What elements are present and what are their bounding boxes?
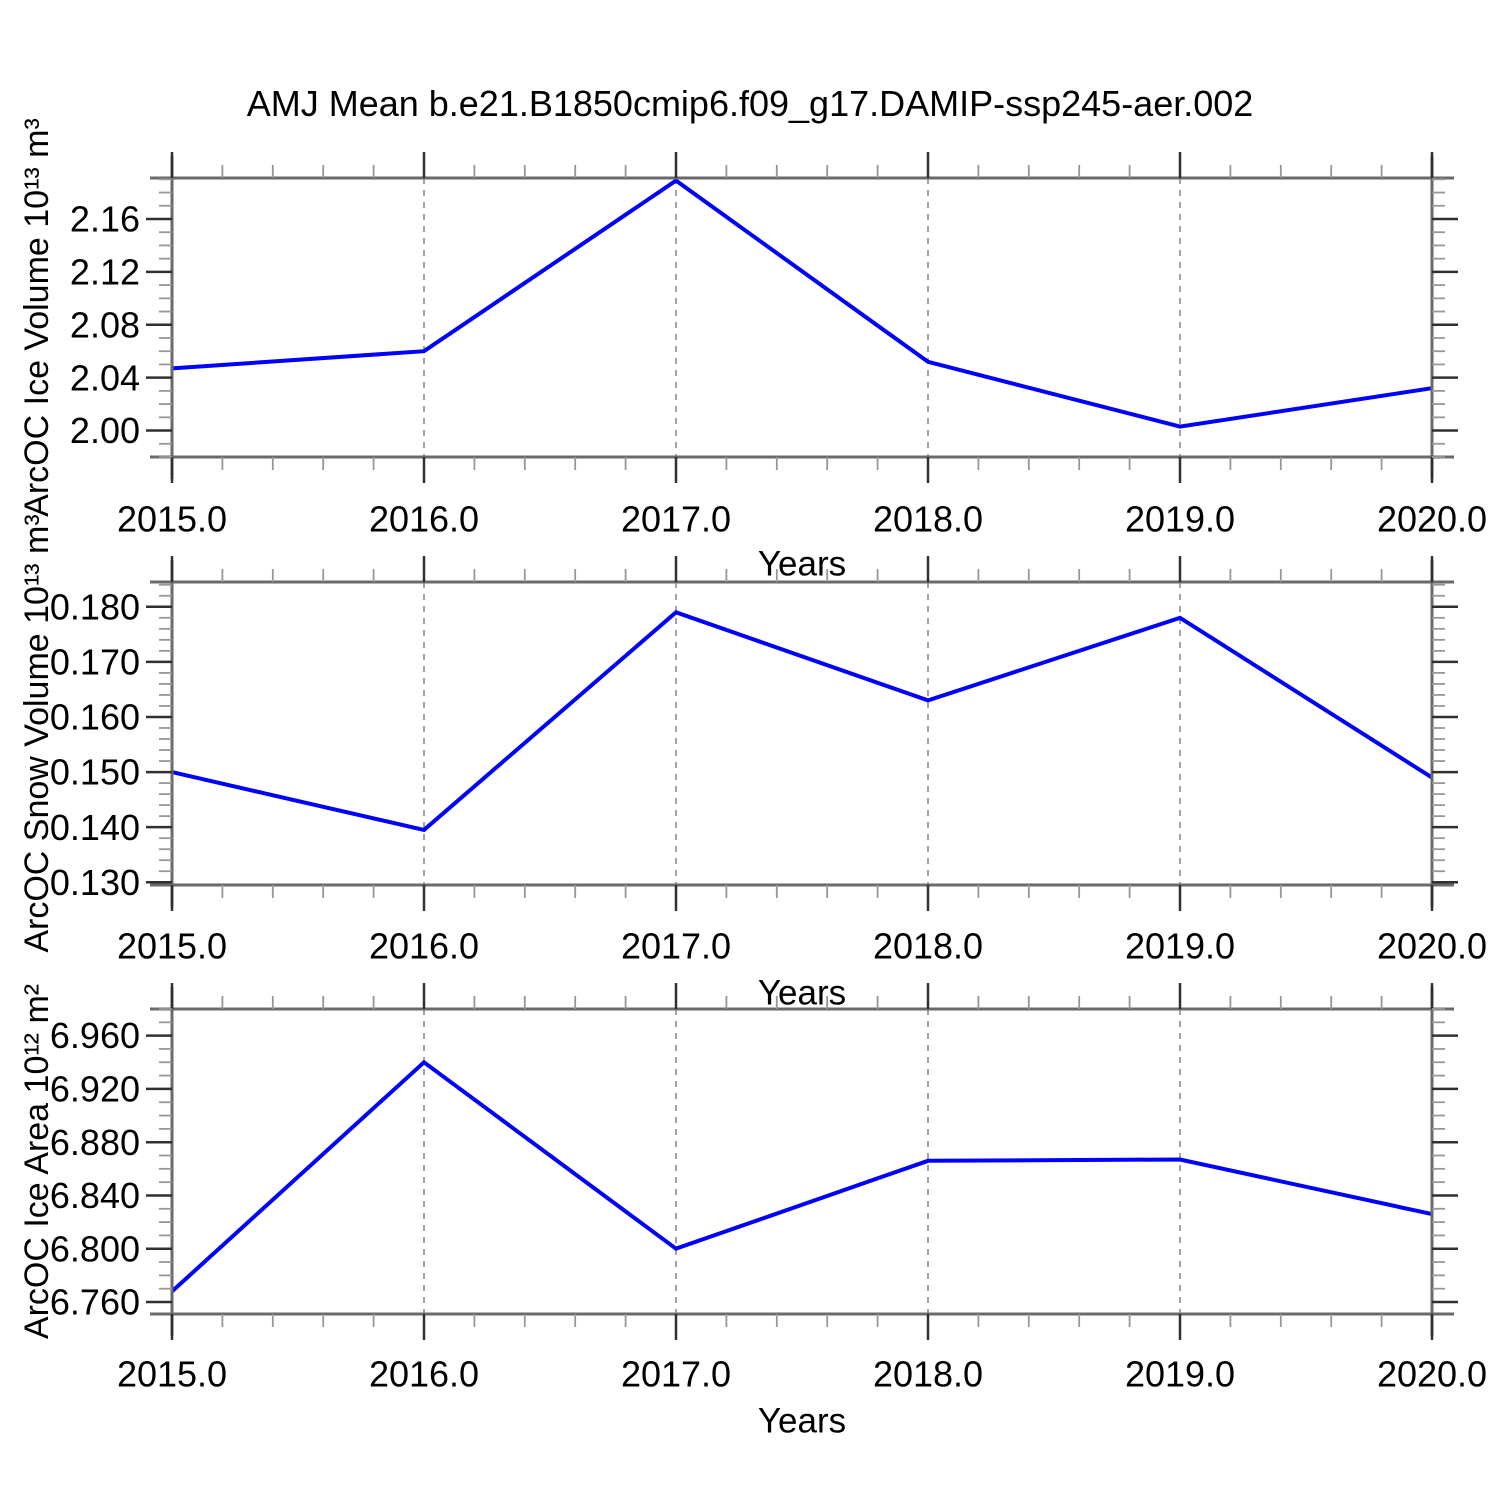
y-tick-label: 6.880 [50,1122,140,1163]
y-axis-title: ArcOC Ice Area 10¹² m² [18,984,56,1339]
x-tick-label: 2016.0 [369,1354,479,1395]
x-tick-label: 2019.0 [1125,1354,1235,1395]
y-tick-label: 2.12 [70,251,140,292]
data-line [171,178,1433,429]
x-tick-label: 2019.0 [1125,499,1235,540]
y-tick-label: 0.130 [50,862,140,903]
y-axis-title: ArcOC Snow Volume 10¹³ m³ [18,514,56,952]
panel-ice-area: 2015.0 2016.0 2017.0 2018.0 2019.0 2020.0 6.76… [18,983,1487,1440]
y-tick-label: 0.160 [50,697,140,738]
panel-snow-volume: 2015.0 2016.0 2017.0 2018.0 2019.0 2020.0 0.13… [18,514,1487,1012]
y-tick-label: 2.04 [70,357,140,398]
x-tick-label: 2020.0 [1377,926,1487,967]
y-tick-label: 6.800 [50,1228,140,1269]
x-axis-title: Years [758,544,846,583]
x-tick-label: 2019.0 [1125,926,1235,967]
x-tick-label: 2015.0 [117,926,227,967]
x-tick-label: 2020.0 [1377,499,1487,540]
x-tick-label: 2017.0 [621,1354,731,1395]
panel-ice-volume: 2015.0 2016.0 2017.0 2018.0 2019.0 2020.0 2.00… [18,118,1487,583]
x-tick-label: 2017.0 [621,499,731,540]
y-tick-label: 0.180 [50,586,140,627]
y-tick-label: 0.140 [50,807,140,848]
data-line [171,610,1434,833]
y-tick-label: 6.840 [50,1175,140,1216]
x-tick-label: 2016.0 [369,499,479,540]
x-axis-title: Years [758,973,846,1012]
x-tick-label: 2018.0 [873,1354,983,1395]
x-tick-label: 2017.0 [621,926,731,967]
y-tick-label: 2.00 [70,410,140,451]
y-tick-label: 6.960 [50,1015,140,1056]
y-tick-label: 6.760 [50,1282,140,1323]
data-line [170,1059,1433,1293]
y-tick-label: 6.920 [50,1069,140,1110]
x-tick-label: 2018.0 [873,499,983,540]
y-axis-title: ArcOC Ice Volume 10¹³ m³ [18,118,56,517]
y-tick-label: 0.170 [50,641,140,682]
y-tick-label: 0.150 [50,752,140,793]
y-tick-label: 2.08 [70,304,140,345]
x-tick-label: 2016.0 [369,926,479,967]
x-tick-label: 2015.0 [117,499,227,540]
x-axis-title: Years [758,1401,846,1440]
y-tick-label: 2.16 [70,199,140,240]
x-tick-label: 2018.0 [873,926,983,967]
figure-title: AMJ Mean b.e21.B1850cmip6.f09_g17.DAMIP-… [246,83,1254,124]
x-tick-label: 2020.0 [1377,1354,1487,1395]
x-tick-label: 2015.0 [117,1354,227,1395]
